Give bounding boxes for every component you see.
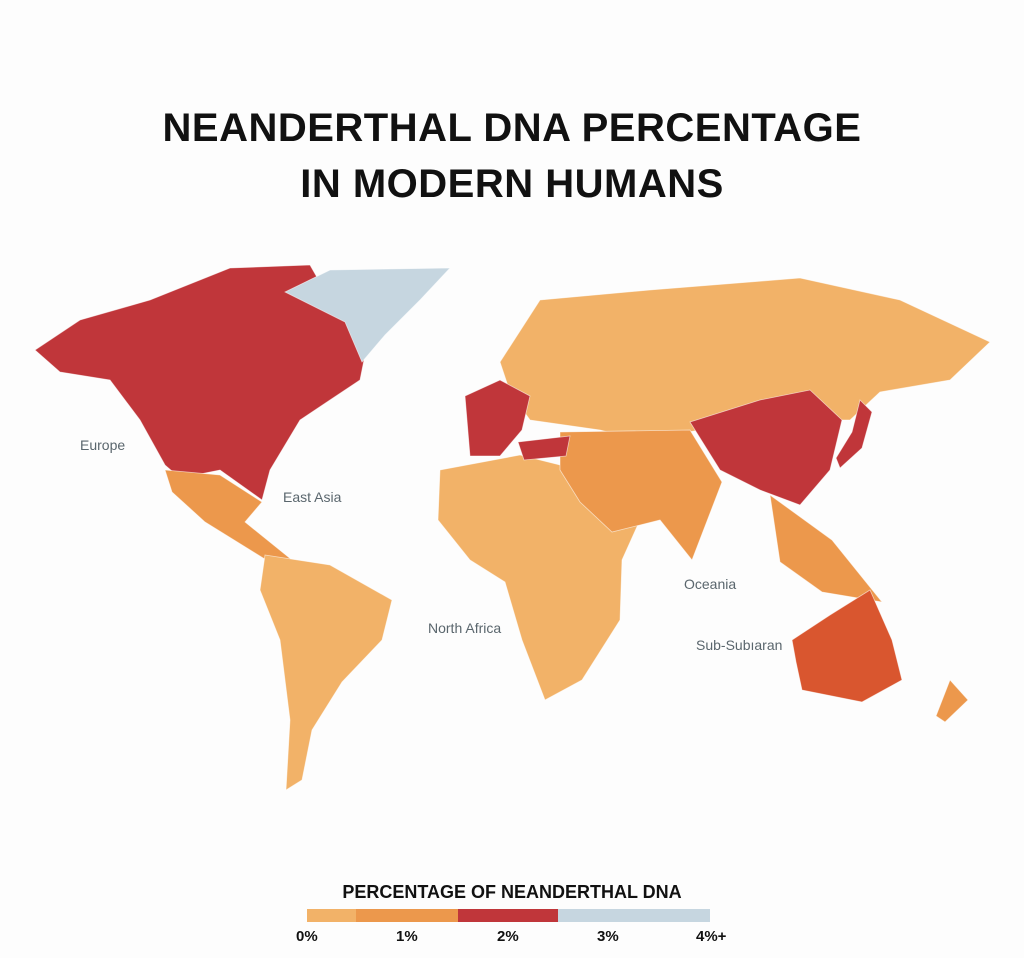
label-east-asia: East Asia: [283, 489, 342, 505]
legend-tick-4: 4%+: [696, 928, 727, 945]
title-line-2: IN MODERN HUMANS: [300, 162, 724, 206]
region-south-america: [259, 554, 393, 791]
region-central-america: [164, 469, 293, 567]
region-greenland: [284, 267, 451, 363]
region-north-america: [34, 264, 371, 501]
legend-segment-2: [458, 909, 558, 922]
legend-tick-1: 1%: [396, 928, 418, 945]
label-north-africa: North Africa: [428, 620, 502, 636]
region-australia: [791, 589, 903, 703]
legend-tick-0: 0%: [296, 928, 318, 945]
legend-segment-1: [356, 909, 458, 922]
label-europe: Europe: [80, 437, 126, 453]
legend-segment-0: [307, 909, 356, 922]
title-line-1: NEANDERTHAL DNA PERCENTAGE: [162, 106, 862, 150]
region-southeast-asia: [769, 494, 883, 603]
region-japan: [835, 399, 873, 469]
region-china: [689, 389, 843, 506]
legend-title: PERCENTAGE OF NEANDERTHAL DNA: [342, 882, 682, 902]
label-oceania: Oceania: [684, 576, 737, 592]
region-middle-east-south-asia: [559, 429, 723, 561]
page-title: NEANDERTHAL DNA PERCENTAGE IN MODERN HUM…: [0, 100, 1024, 212]
region-new-zealand: [935, 679, 969, 723]
legend-tick-3: 3%: [597, 928, 619, 945]
region-turkey: [517, 435, 571, 461]
legend-segment-3: [558, 909, 710, 922]
label-sub-saharan: Sub-Subıaran: [696, 637, 783, 653]
legend-tick-2: 2%: [497, 928, 519, 945]
region-europe: [464, 379, 531, 457]
